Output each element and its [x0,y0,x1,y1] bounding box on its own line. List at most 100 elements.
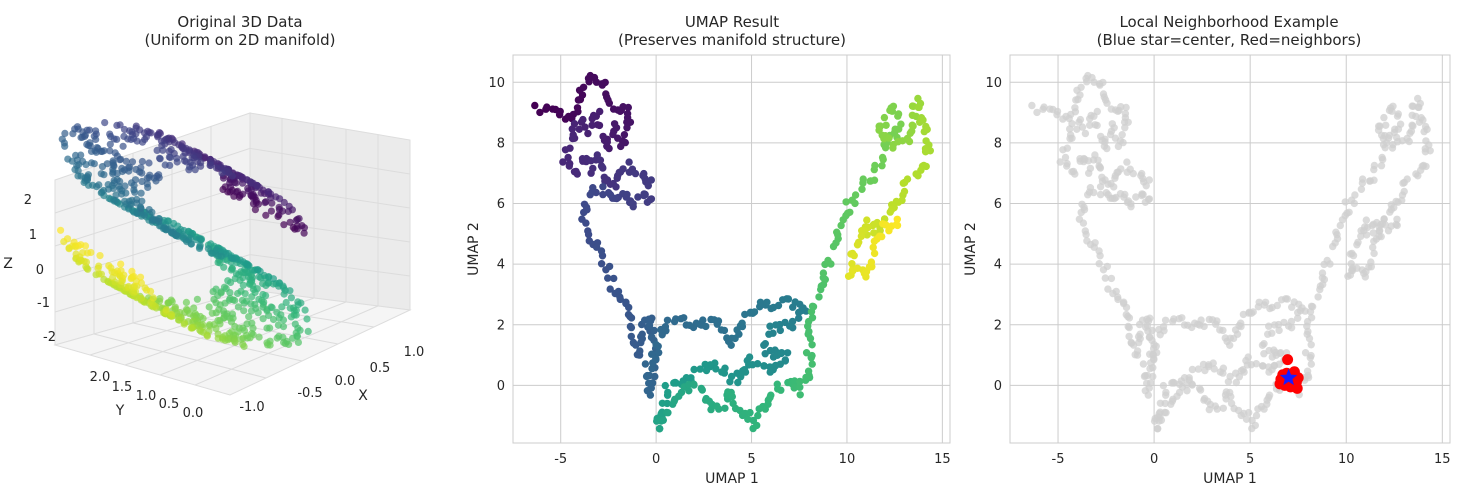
data-point [190,304,198,312]
data-point [588,121,596,129]
data-point [606,285,614,293]
data-point [760,362,768,370]
data-point [1138,191,1146,200]
data-point [648,364,656,373]
data-point [1132,193,1140,201]
data-point [1156,399,1165,407]
data-point [642,372,651,381]
data-point [1400,187,1408,196]
data-point [893,215,901,223]
data-point [664,409,672,417]
data-point [795,314,803,322]
data-point [912,170,920,178]
data-point [899,179,907,187]
data-point [897,120,905,128]
data-point [744,415,752,423]
data-point [833,228,841,236]
data-point [1243,361,1252,369]
data-point [1258,341,1267,349]
data-point [1205,405,1214,414]
data-point [285,340,293,348]
data-point [203,332,211,340]
data-point [561,146,570,154]
data-point [573,104,582,112]
data-point [1318,269,1327,277]
data-point [1102,189,1111,197]
data-point [620,131,629,139]
data-point [1145,176,1154,184]
data-point [218,252,226,260]
data-point [136,273,145,281]
data-point [878,232,886,241]
data-point [241,290,249,298]
data-point [120,271,128,279]
y-ticks: 0 2 4 6 8 10 [488,76,505,394]
data-point [117,260,125,268]
data-point [737,373,745,381]
x-tick-label: 15 [1434,452,1451,467]
data-point [774,301,783,310]
data-point [1159,323,1168,331]
data-point [1394,110,1403,118]
data-point [1336,221,1345,230]
data-point [1237,319,1245,327]
y-ticks: 0 2 4 6 8 10 [985,76,1002,394]
data-point [661,381,669,390]
y-tick-label: 2 [994,318,1002,333]
data-point [599,164,607,172]
panel-umap-result: UMAP Result (Preserves manifold structur… [466,13,951,487]
data-point [878,153,887,162]
data-point [1170,315,1178,323]
data-point [713,320,721,328]
data-point [1393,215,1401,223]
data-point [1188,381,1196,389]
data-point [878,162,886,170]
data-point [1077,83,1085,92]
data-point [1091,121,1099,129]
data-point [1370,249,1378,258]
data-point [279,282,287,290]
data-point [1332,228,1340,236]
data-point [1168,397,1177,405]
data-point [597,247,606,255]
pane-gridline [132,322,303,362]
data-point [1219,404,1228,412]
data-point [148,208,156,216]
data-point [297,299,305,307]
data-point [1125,332,1133,341]
data-point [867,258,876,266]
data-point [138,169,146,177]
data-point [766,322,774,330]
data-point [1259,362,1267,370]
data-point [86,142,94,150]
data-point [245,313,253,321]
data-point [727,341,735,349]
data-point [1040,103,1048,111]
data-point [625,303,633,312]
data-point [614,287,623,296]
data-point [131,188,139,196]
data-point [882,121,890,129]
y-axis-label: UMAP 2 [963,222,979,276]
data-point [1079,219,1088,227]
data-point [277,311,285,319]
data-point [191,166,199,174]
data-point [880,113,889,122]
data-point [1148,326,1156,335]
data-point [802,349,811,357]
data-point [1303,367,1312,375]
data-point [1294,314,1302,322]
pane-gridline [93,333,267,379]
data-point [870,220,878,228]
data-point [1162,388,1170,397]
data-point [605,99,613,107]
data-point [568,125,576,133]
x-axis-label: X [358,388,368,404]
data-point [647,176,655,184]
y-tick-label: 0 [497,379,505,394]
data-point [652,340,660,349]
data-point [159,146,167,154]
data-point [168,298,176,306]
data-point [1082,74,1090,83]
data-point [763,298,771,306]
